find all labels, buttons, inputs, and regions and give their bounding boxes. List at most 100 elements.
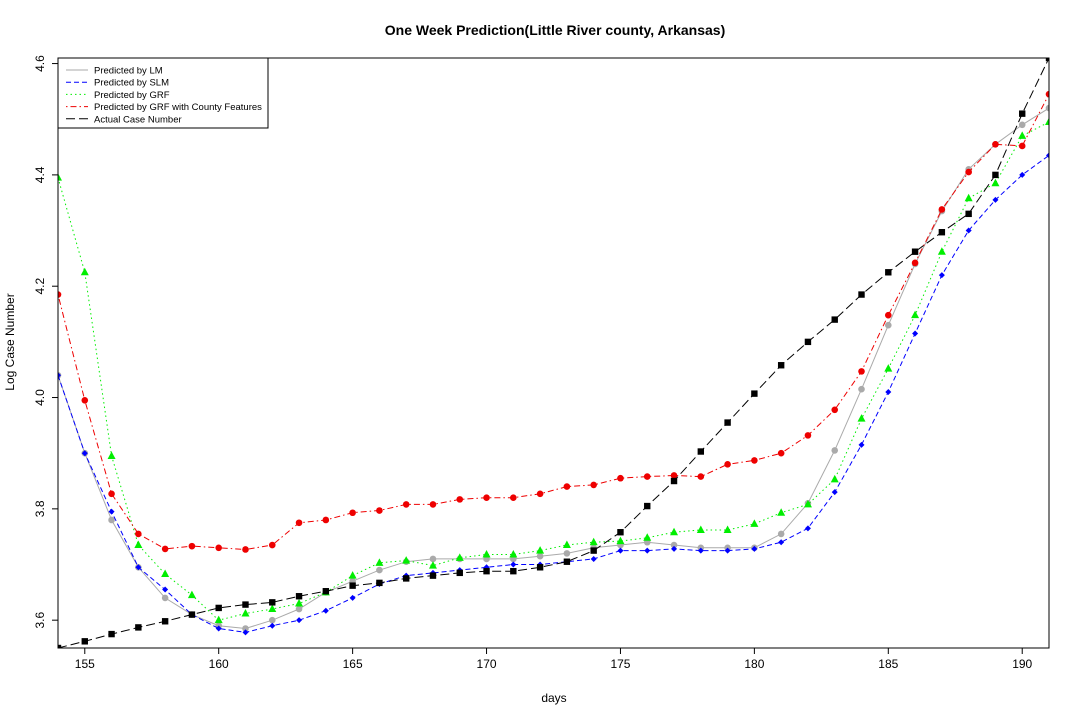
data-point-predicted-by-grf-with-county-features xyxy=(884,311,892,319)
data-point-actual-case-number xyxy=(697,448,705,455)
data-point-predicted-by-grf-with-county-features xyxy=(536,490,544,498)
data-point-predicted-by-slm xyxy=(778,539,785,546)
data-point-predicted-by-grf-with-county-features xyxy=(831,406,839,414)
x-tick-label: 170 xyxy=(477,657,497,671)
data-point-actual-case-number xyxy=(1019,110,1026,117)
data-point-predicted-by-slm xyxy=(671,545,678,552)
data-point-predicted-by-lm xyxy=(242,625,249,632)
x-tick-label: 185 xyxy=(878,657,898,671)
data-point-predicted-by-grf xyxy=(991,178,1000,187)
data-point-actual-case-number xyxy=(858,291,865,298)
data-point-predicted-by-grf xyxy=(723,525,732,533)
data-point-predicted-by-grf-with-county-features xyxy=(215,544,223,552)
data-point-actual-case-number xyxy=(617,529,624,536)
data-point-actual-case-number xyxy=(161,618,169,625)
data-point-predicted-by-slm xyxy=(751,545,758,552)
legend-box xyxy=(57,57,269,129)
data-point-predicted-by-grf-with-county-features xyxy=(322,516,330,524)
data-point-predicted-by-grf-with-county-features xyxy=(992,140,999,148)
data-point-predicted-by-grf-with-county-features xyxy=(804,432,812,439)
data-point-predicted-by-grf xyxy=(428,561,437,569)
data-point-predicted-by-grf-with-county-features xyxy=(590,481,597,489)
data-point-actual-case-number xyxy=(992,171,999,179)
y-axis: 3.6 3.8 4.0 4.2 4.4 4.6 xyxy=(33,55,58,629)
data-point-actual-case-number xyxy=(804,338,812,346)
data-point-actual-case-number xyxy=(376,579,383,587)
data-point-actual-case-number xyxy=(911,248,919,255)
x-tick-label: 180 xyxy=(744,657,764,671)
legend-entry: Predicted by SLM xyxy=(94,78,169,89)
data-point-predicted-by-slm xyxy=(938,272,945,279)
data-point-predicted-by-slm xyxy=(269,622,276,629)
plot-area xyxy=(58,58,1049,648)
data-point-actual-case-number xyxy=(724,419,731,426)
data-point-actual-case-number xyxy=(938,229,946,236)
data-point-predicted-by-lm xyxy=(161,594,169,602)
data-point-predicted-by-slm xyxy=(81,450,88,457)
data-point-predicted-by-lm xyxy=(536,552,544,560)
data-point-actual-case-number xyxy=(885,269,892,276)
data-point-actual-case-number xyxy=(563,558,571,565)
data-point-predicted-by-slm xyxy=(697,547,704,554)
data-point-actual-case-number xyxy=(322,588,330,595)
data-point-predicted-by-slm xyxy=(804,525,811,532)
data-point-predicted-by-grf-with-county-features xyxy=(617,474,624,482)
data-point-predicted-by-lm xyxy=(858,385,865,393)
data-point-actual-case-number xyxy=(295,593,303,600)
data-point-predicted-by-grf-with-county-features xyxy=(483,494,490,502)
data-point-predicted-by-lm xyxy=(563,550,571,557)
data-point-predicted-by-grf xyxy=(696,525,705,533)
data-point-predicted-by-slm xyxy=(322,607,329,614)
data-point-predicted-by-grf-with-county-features xyxy=(563,483,571,490)
data-point-predicted-by-grf-with-county-features xyxy=(751,457,758,464)
data-point-predicted-by-lm xyxy=(108,516,115,524)
data-point-predicted-by-grf xyxy=(509,549,518,558)
data-point-predicted-by-slm xyxy=(296,617,303,624)
data-point-actual-case-number xyxy=(751,390,758,397)
data-point-predicted-by-lm xyxy=(1018,121,1026,129)
data-point-predicted-by-slm xyxy=(349,594,356,601)
data-point-predicted-by-lm xyxy=(268,616,276,624)
data-point-predicted-by-grf-with-county-features xyxy=(81,397,89,404)
series-line-predicted-by-grf xyxy=(58,121,1049,621)
series-line-actual-case-number xyxy=(58,58,1049,648)
data-point-predicted-by-grf xyxy=(107,451,116,459)
data-point-predicted-by-grf xyxy=(134,540,143,549)
data-point-actual-case-number xyxy=(215,604,222,612)
x-tick-label: 165 xyxy=(343,657,363,671)
data-point-predicted-by-lm xyxy=(376,566,383,574)
data-point-predicted-by-lm xyxy=(777,530,785,538)
data-point-predicted-by-lm xyxy=(884,321,892,329)
data-point-predicted-by-slm xyxy=(510,561,517,568)
data-point-actual-case-number xyxy=(483,567,490,575)
legend-entry: Predicted by GRF xyxy=(94,90,170,101)
data-point-predicted-by-grf xyxy=(58,173,62,181)
data-point-predicted-by-grf-with-county-features xyxy=(1045,90,1049,98)
y-tick-label: 4.4 xyxy=(33,166,47,183)
plot-frame xyxy=(57,57,1050,649)
x-axis: 155 160 165 170 175 180 185 190 xyxy=(75,648,1033,671)
data-point-predicted-by-grf xyxy=(589,537,598,546)
series-line-predicted-by-slm xyxy=(58,154,1049,633)
legend-entry: Predicted by LM xyxy=(94,66,163,77)
data-point-predicted-by-grf xyxy=(241,608,250,617)
data-point-predicted-by-grf xyxy=(536,546,545,554)
data-point-predicted-by-grf xyxy=(482,549,491,558)
data-point-predicted-by-grf xyxy=(268,604,277,613)
data-point-actual-case-number xyxy=(429,572,437,579)
data-point-predicted-by-slm xyxy=(644,547,651,554)
data-point-actual-case-number xyxy=(349,582,356,589)
data-point-predicted-by-slm xyxy=(590,555,597,562)
data-point-predicted-by-slm xyxy=(58,372,61,379)
series-line-predicted-by-grf-with-county-features xyxy=(58,93,1049,551)
data-point-predicted-by-grf-with-county-features xyxy=(643,473,651,480)
data-point-predicted-by-lm xyxy=(295,605,303,613)
data-point-actual-case-number xyxy=(644,502,651,510)
data-point-predicted-by-grf xyxy=(670,527,679,536)
data-point-predicted-by-slm xyxy=(831,489,838,496)
data-point-predicted-by-grf xyxy=(1018,131,1027,139)
x-tick-label: 175 xyxy=(610,657,630,671)
data-point-predicted-by-slm xyxy=(992,196,999,203)
data-point-predicted-by-grf-with-county-features xyxy=(858,368,865,375)
